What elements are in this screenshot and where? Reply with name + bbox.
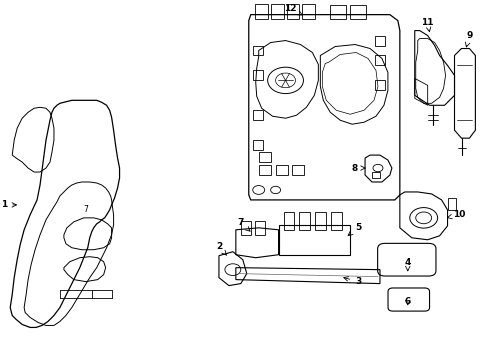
Bar — [374, 55, 384, 66]
Bar — [302, 4, 315, 19]
Bar — [315, 212, 325, 230]
Bar — [252, 45, 262, 55]
Bar — [447, 198, 455, 210]
Text: 9: 9 — [465, 31, 471, 47]
Bar — [258, 152, 270, 162]
Bar — [329, 5, 346, 19]
Bar — [371, 172, 379, 178]
Bar — [374, 80, 384, 90]
Bar — [252, 110, 262, 120]
Bar — [258, 165, 270, 175]
Text: 10: 10 — [447, 210, 465, 219]
Bar — [349, 5, 366, 19]
Bar — [240, 221, 250, 235]
Text: 1: 1 — [1, 201, 17, 210]
Bar — [330, 212, 342, 230]
Bar — [254, 221, 264, 235]
Bar — [254, 4, 267, 19]
Bar — [252, 71, 262, 80]
Bar — [270, 4, 283, 19]
Text: 11: 11 — [421, 18, 433, 32]
Text: 4: 4 — [404, 258, 410, 271]
Text: 5: 5 — [347, 223, 361, 235]
Text: 7: 7 — [237, 218, 249, 231]
Bar — [283, 212, 294, 230]
Bar — [252, 140, 262, 150]
Text: 12: 12 — [284, 4, 302, 15]
Text: 2: 2 — [215, 242, 226, 255]
Bar — [374, 36, 384, 45]
Text: 8: 8 — [351, 163, 365, 172]
Bar — [292, 165, 304, 175]
Bar — [286, 4, 299, 19]
Text: 7: 7 — [83, 206, 88, 215]
Text: 3: 3 — [343, 277, 361, 286]
Bar — [275, 165, 287, 175]
Bar — [299, 212, 310, 230]
Text: 6: 6 — [404, 297, 410, 306]
